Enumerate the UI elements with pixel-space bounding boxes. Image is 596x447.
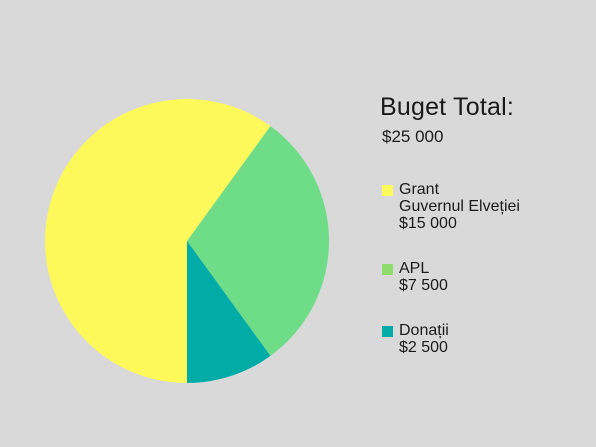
legend: Grant Guvernul Elveției $15 000 APL $7 5… <box>382 181 520 384</box>
pie-slice-apl <box>187 126 329 356</box>
legend-swatch-donatii <box>382 326 393 337</box>
legend-label: Guvernul Elveției <box>399 198 520 215</box>
legend-item-donatii: Donații $2 500 <box>382 322 520 356</box>
legend-label: APL <box>399 260 430 277</box>
legend-swatch-apl <box>382 264 393 275</box>
legend-title: Buget Total: <box>380 93 514 121</box>
legend-value: $2 500 <box>399 339 448 356</box>
budget-total: $25 000 <box>382 127 444 146</box>
pie-slice-donatii <box>187 241 271 383</box>
legend-item-grant: Grant Guvernul Elveției $15 000 <box>382 181 520 232</box>
legend-item-apl: APL $7 500 <box>382 260 520 294</box>
legend-value: $7 500 <box>399 277 448 294</box>
pie-slice-grant <box>45 99 271 384</box>
legend-label: Grant <box>399 181 440 198</box>
legend-swatch-grant <box>382 185 393 196</box>
legend-label: Donații <box>399 322 449 339</box>
legend-value: $15 000 <box>399 215 457 232</box>
